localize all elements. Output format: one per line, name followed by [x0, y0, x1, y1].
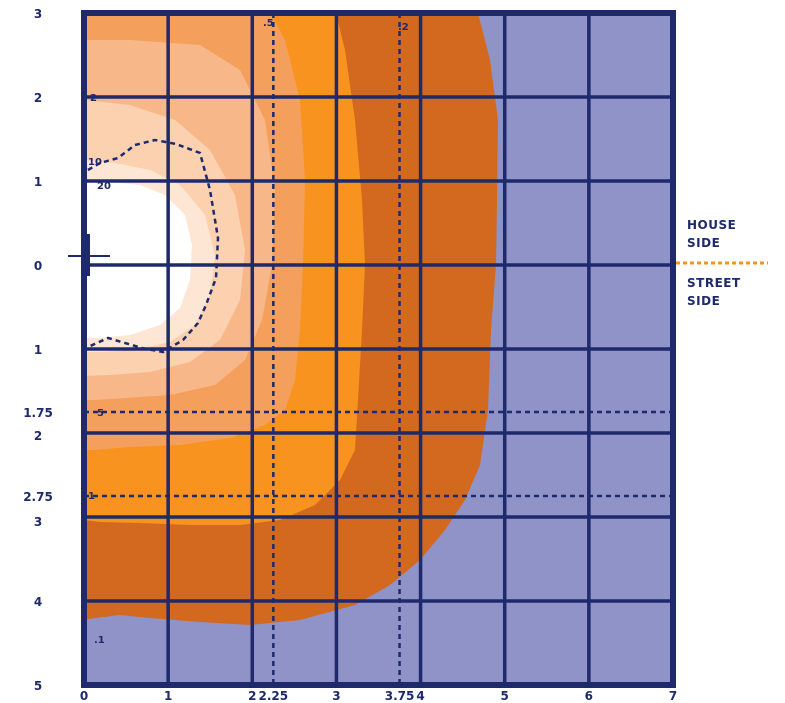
x-tick-label: 0 — [80, 689, 88, 703]
x-tick-label: 7 — [669, 689, 677, 703]
contour-label: .5 — [263, 18, 274, 29]
contour-label: 10 — [88, 157, 102, 168]
y-tick-labels: 3 2 1 0 1 1.75 2 2.75 3 4 5 — [23, 7, 53, 693]
x-tick-labels: 0 1 2 2.25 3 3.75 4 5 6 7 — [80, 689, 677, 703]
house-side-label-2: SIDE — [687, 236, 720, 250]
x-tick-label: 1 — [164, 689, 172, 703]
origin-marker — [68, 234, 110, 276]
street-side-label-1: STREET — [687, 276, 741, 290]
contour-label: 5 — [97, 408, 104, 419]
y-tick-label: 2 — [34, 429, 42, 443]
contour-label: 20 — [97, 181, 111, 192]
y-tick-label: 1 — [34, 343, 42, 357]
contour-labels: .5 .2 2 10 20 5 1 .1 — [88, 18, 409, 646]
contour-label: .2 — [398, 22, 409, 33]
contour-label: 1 — [88, 491, 95, 502]
plot-border — [81, 10, 676, 688]
y-tick-label: 4 — [34, 595, 42, 609]
street-side-label-2: SIDE — [687, 294, 720, 308]
reference-lines — [84, 13, 673, 685]
y-tick-label: 1 — [34, 175, 42, 189]
contour-label: .1 — [94, 635, 105, 646]
x-tick-label: 3 — [332, 689, 340, 703]
house-side-label-1: HOUSE — [687, 218, 736, 232]
y-tick-label: 1.75 — [23, 406, 53, 420]
contour-line-10 — [87, 138, 220, 354]
y-tick-label: 5 — [34, 679, 42, 693]
x-tick-label: 5 — [501, 689, 509, 703]
x-tick-label: 4 — [416, 689, 424, 703]
chart-gridlines — [84, 13, 673, 685]
y-tick-label: 0 — [34, 259, 42, 273]
y-tick-label: 3 — [34, 515, 42, 529]
band-center — [84, 180, 192, 338]
x-tick-label: 3.75 — [385, 689, 415, 703]
y-tick-label: 3 — [34, 7, 42, 21]
x-tick-label: 6 — [585, 689, 593, 703]
contour-label: 2 — [90, 93, 97, 104]
x-tick-label: 2.25 — [259, 689, 289, 703]
x-tick-label: 2 — [248, 689, 256, 703]
y-tick-label: 2 — [34, 91, 42, 105]
y-tick-label: 2.75 — [23, 490, 53, 504]
